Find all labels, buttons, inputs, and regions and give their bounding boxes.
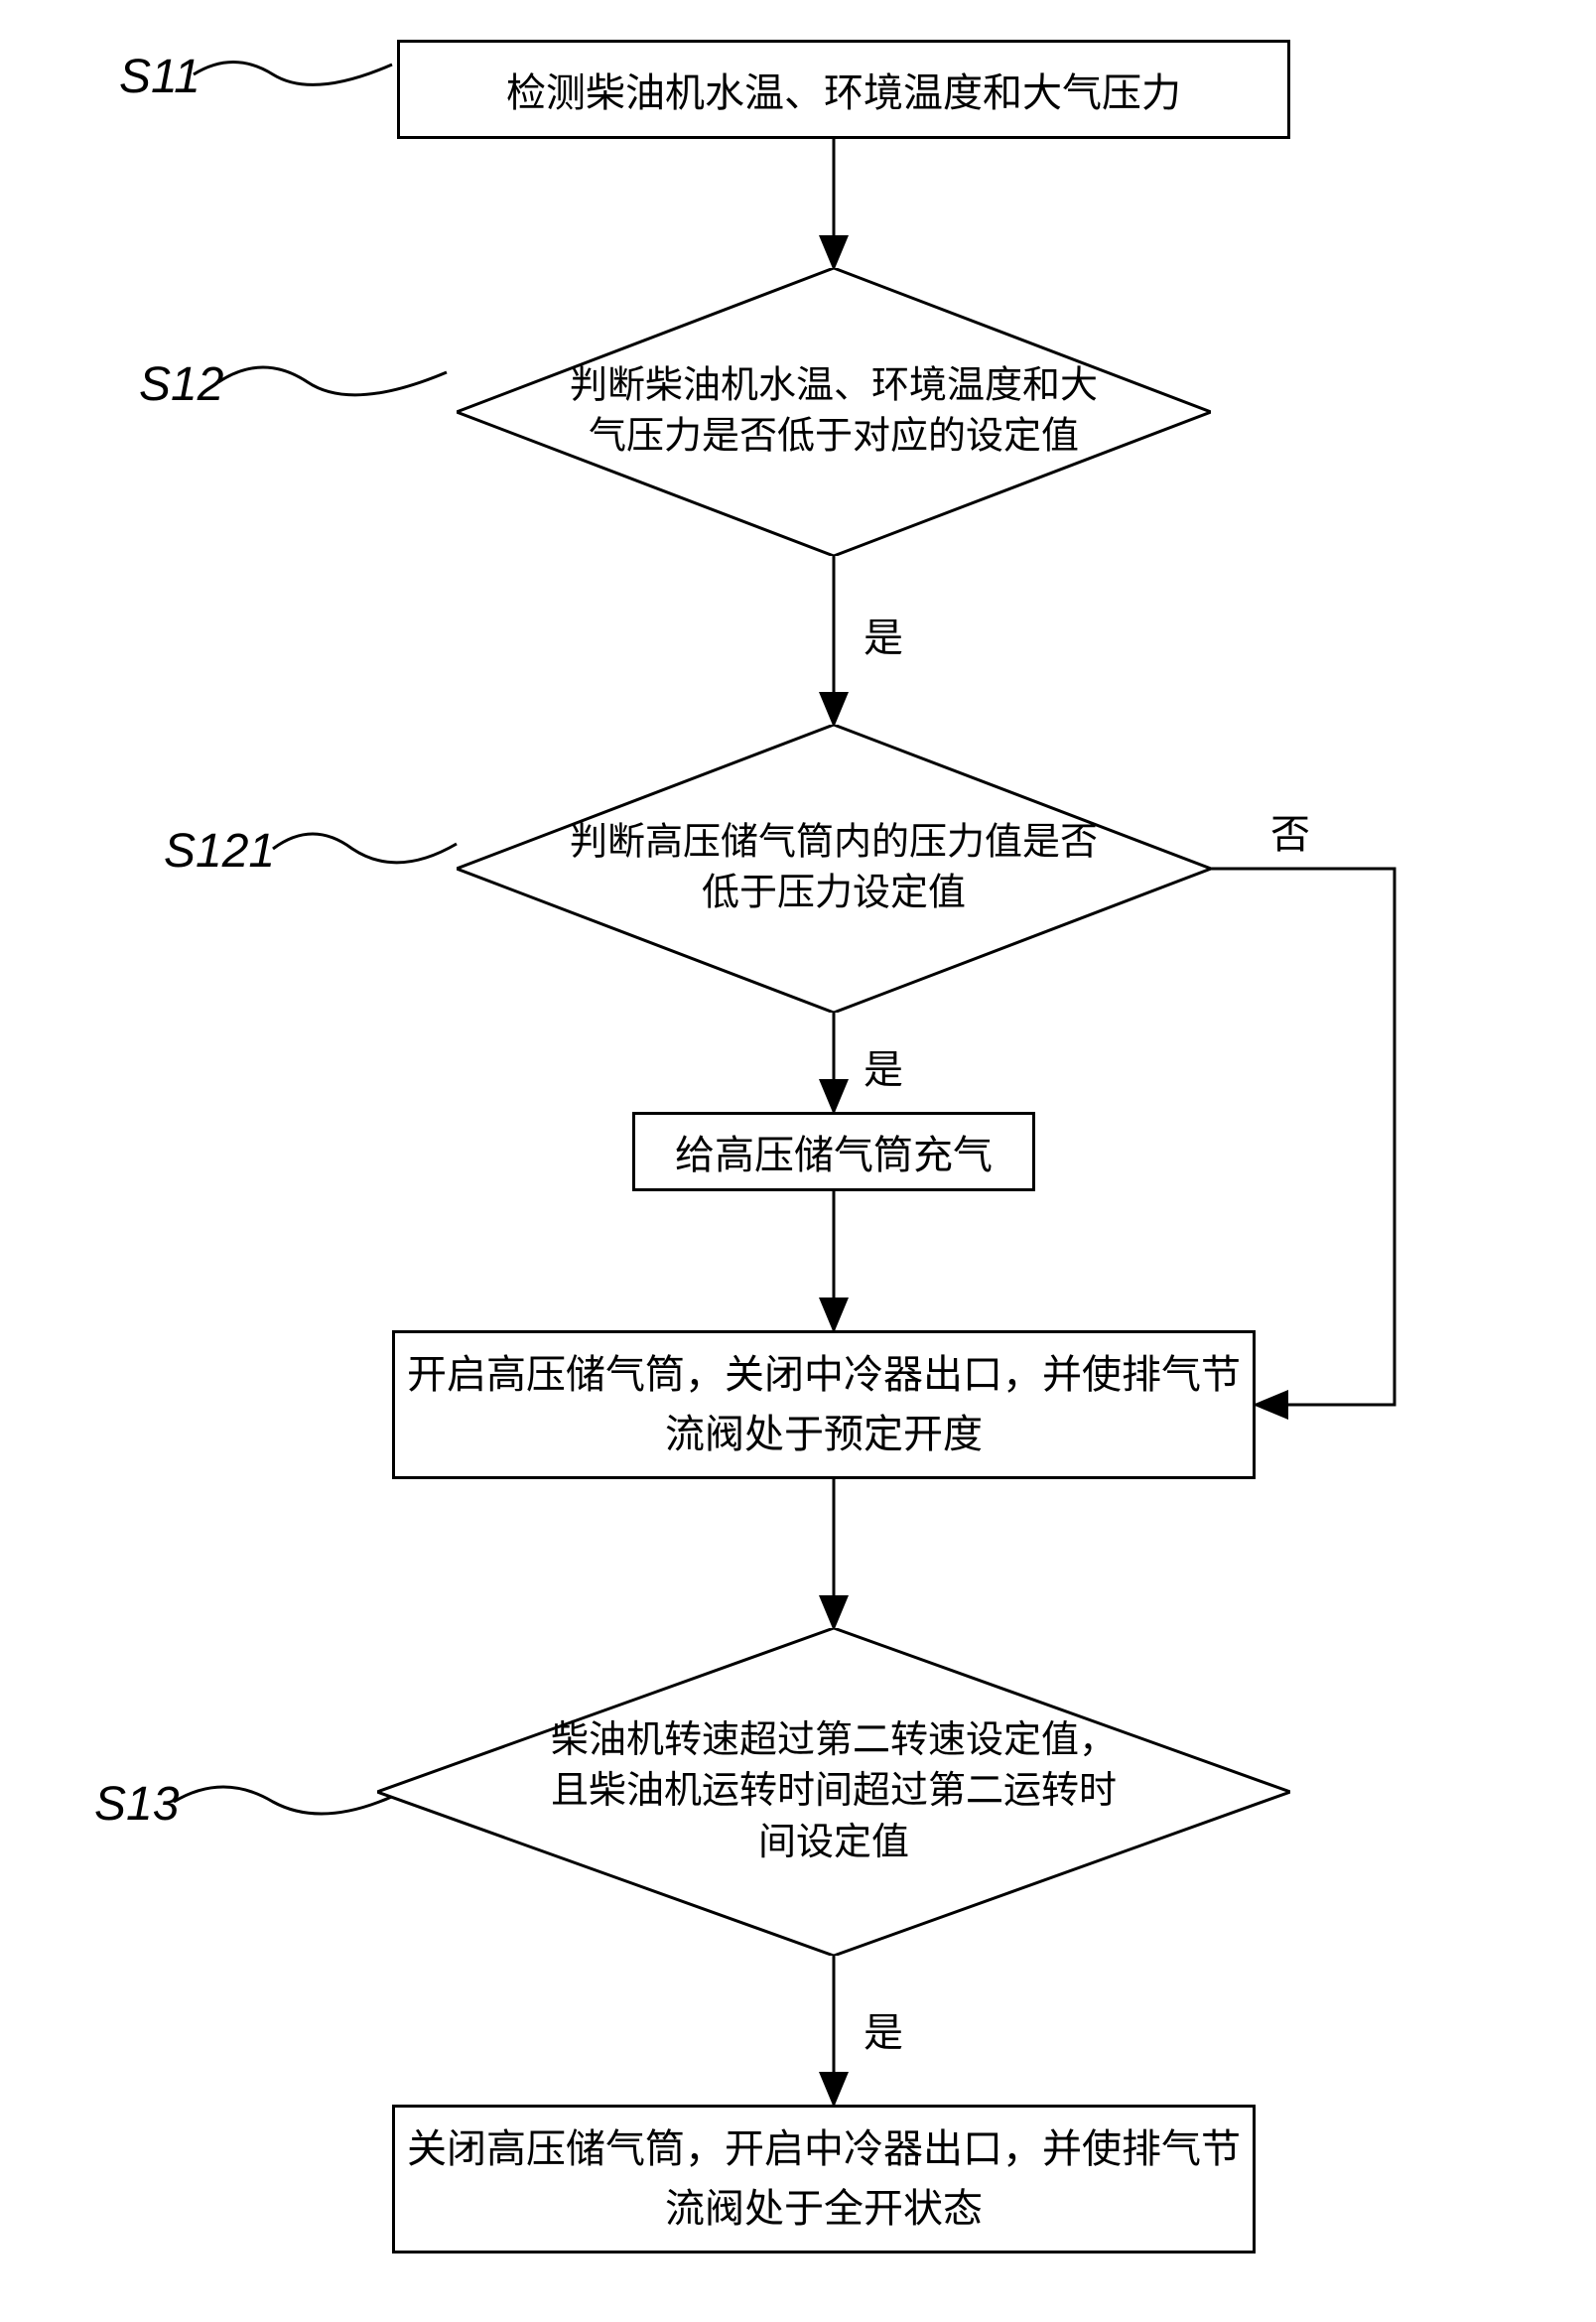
edge-label-yes-3: 是	[864, 2000, 903, 2058]
node-inflate-tank: 给高压储气筒充气	[632, 1112, 1035, 1191]
node-text: 判断高压储气筒内的压力值是否低于压力设定值	[570, 822, 1098, 914]
node-check-rpm-time: 柴油机转速超过第二转速设定值，且柴油机运转时间超过第二运转时间设定值	[377, 1628, 1290, 1956]
step-label-s12: S12	[139, 357, 223, 412]
edge-label-no-1: 否	[1270, 802, 1310, 860]
step-label-s121: S121	[164, 824, 275, 879]
node-text: 判断柴油机水温、环境温度和大气压力是否低于对应的设定值	[570, 365, 1098, 458]
edge-label-yes-2: 是	[864, 1037, 903, 1095]
step-label-s11: S11	[119, 50, 200, 104]
node-detect-params: 检测柴油机水温、环境温度和大气压力	[397, 40, 1290, 139]
node-check-pressure: 判断高压储气筒内的压力值是否低于压力设定值	[457, 725, 1211, 1013]
edge-label-yes-1: 是	[864, 606, 903, 663]
node-text: 检测柴油机水温、环境温度和大气压力	[506, 61, 1181, 118]
node-text: 关闭高压储气筒，开启中冷器出口，并使排气节流阀处于全开状态	[407, 2119, 1241, 2239]
node-text: 开启高压储气筒，关闭中冷器出口，并使排气节流阀处于预定开度	[407, 1345, 1241, 1464]
node-text: 给高压储气筒充气	[675, 1123, 993, 1180]
node-check-thresholds: 判断柴油机水温、环境温度和大气压力是否低于对应的设定值	[457, 268, 1211, 556]
node-close-tank-open-cooler: 关闭高压储气筒，开启中冷器出口，并使排气节流阀处于全开状态	[392, 2105, 1256, 2254]
node-text: 柴油机转速超过第二转速设定值，且柴油机运转时间超过第二运转时间设定值	[551, 1719, 1117, 1863]
step-label-s13: S13	[94, 1777, 179, 1832]
node-open-tank-close-cooler: 开启高压储气筒，关闭中冷器出口，并使排气节流阀处于预定开度	[392, 1330, 1256, 1479]
flowchart-container: S11 检测柴油机水温、环境温度和大气压力 S12 判断柴油机水温、环境温度和大…	[0, 0, 1596, 2322]
